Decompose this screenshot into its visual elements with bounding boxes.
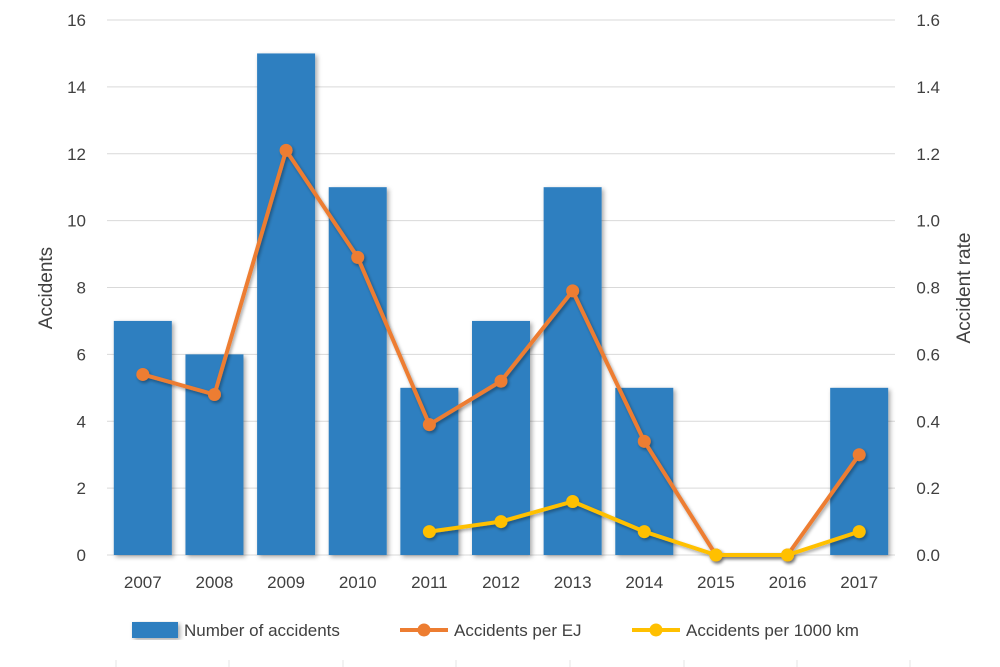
left-tick-label: 10 — [67, 212, 86, 231]
bar — [257, 53, 316, 555]
bottom-frame-ticks — [115, 660, 911, 667]
right-tick-label: 0.8 — [916, 279, 940, 298]
data-point — [852, 525, 866, 539]
x-tick-label: 2007 — [124, 573, 162, 592]
x-tick-label: 2008 — [196, 573, 234, 592]
legend-swatch-marker — [649, 623, 663, 637]
data-point — [637, 434, 651, 448]
line-series-group — [422, 495, 866, 562]
x-tick-label: 2015 — [697, 573, 735, 592]
right-tick-label: 1.4 — [916, 78, 940, 97]
right-axis-ticks: 0.0 0.2 0.4 0.6 0.8 1.0 1.2 1.4 1.6 — [916, 11, 940, 565]
legend: Number of accidents Accidents per EJ Accid… — [132, 621, 859, 640]
legend-label: Accidents per EJ — [454, 621, 582, 640]
right-tick-label: 0.0 — [916, 546, 940, 565]
right-tick-label: 0.2 — [916, 479, 940, 498]
x-tick-label: 2011 — [411, 573, 448, 592]
bar — [113, 320, 172, 555]
x-tick-label: 2012 — [482, 573, 520, 592]
bar — [185, 354, 244, 555]
data-point — [852, 448, 866, 462]
right-tick-label: 0.4 — [916, 412, 940, 431]
bar — [328, 187, 387, 555]
x-axis-ticks: 2007 2008 2009 2010 2011 2012 2013 2014 2015 2016… — [124, 573, 878, 592]
line-series — [136, 143, 866, 562]
data-point — [494, 515, 508, 529]
left-tick-label: 4 — [77, 412, 86, 431]
data-point — [566, 284, 580, 298]
x-tick-label: 2014 — [625, 573, 663, 592]
data-point — [637, 525, 651, 539]
x-tick-label: 2010 — [339, 573, 377, 592]
left-tick-label: 12 — [67, 145, 86, 164]
data-point — [207, 388, 221, 401]
bar-series — [113, 53, 889, 555]
left-axis-title: Accidents — [36, 247, 57, 329]
left-tick-label: 0 — [77, 546, 86, 565]
left-tick-label: 14 — [67, 78, 86, 97]
x-tick-label: 2017 — [840, 573, 878, 592]
data-point — [351, 250, 365, 264]
legend-swatch — [132, 622, 178, 638]
right-tick-label: 1.2 — [916, 145, 940, 164]
bar — [543, 187, 602, 555]
left-tick-label: 2 — [77, 479, 86, 498]
data-point — [709, 548, 723, 562]
left-tick-label: 6 — [77, 345, 86, 364]
data-point — [566, 495, 580, 508]
legend-label: Accidents per 1000 km — [686, 621, 859, 640]
data-point — [422, 525, 436, 539]
left-tick-label: 8 — [77, 279, 86, 298]
data-point — [781, 548, 795, 562]
left-axis-ticks: 0 2 4 6 8 10 12 14 16 — [67, 11, 86, 565]
data-point — [279, 143, 293, 157]
data-point — [136, 367, 150, 381]
right-tick-label: 0.6 — [916, 345, 940, 364]
x-tick-label: 2016 — [769, 573, 807, 592]
right-axis-title: Accident rate — [954, 233, 975, 344]
data-point — [422, 418, 436, 432]
left-tick-label: 16 — [67, 11, 86, 30]
x-tick-label: 2013 — [554, 573, 592, 592]
right-tick-label: 1.6 — [916, 11, 940, 30]
x-tick-label: 2009 — [267, 573, 305, 592]
right-tick-label: 1.0 — [916, 212, 940, 231]
legend-swatch-marker — [417, 623, 431, 637]
data-point — [494, 374, 508, 388]
legend-label: Number of accidents — [184, 621, 340, 640]
